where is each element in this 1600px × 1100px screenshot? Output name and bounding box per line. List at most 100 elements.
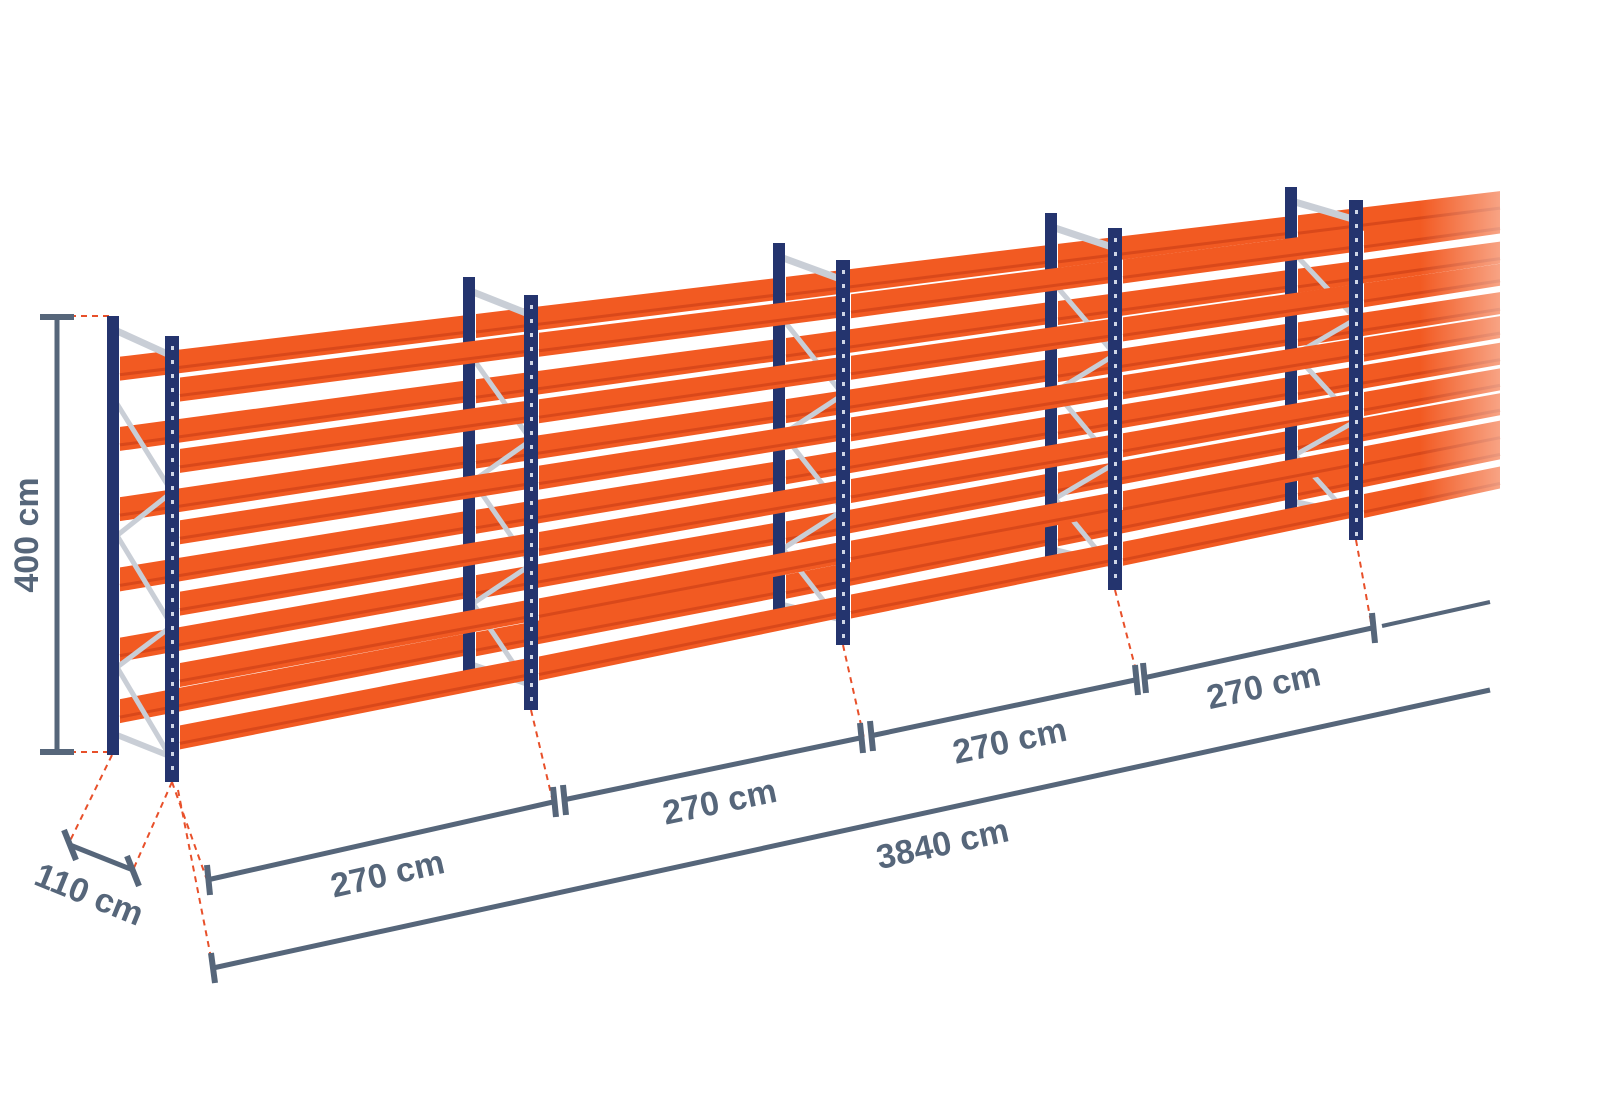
- beam-shade: [785, 374, 1051, 419]
- upright-hole: [1355, 420, 1358, 424]
- upright-hole: [1114, 476, 1117, 480]
- upright-hole: [530, 445, 533, 449]
- beam-shade: [538, 495, 844, 552]
- upright-hole: [1355, 350, 1358, 354]
- upright-hole: [1114, 238, 1117, 242]
- upright-hole: [1355, 238, 1358, 242]
- back-upright: [107, 316, 119, 755]
- upright-hole: [171, 514, 174, 518]
- upright-hole: [842, 270, 845, 274]
- upright-hole: [1355, 504, 1358, 508]
- upright-hole: [530, 669, 533, 673]
- upright-hole: [171, 752, 174, 756]
- upright-hole: [1355, 532, 1358, 536]
- bay-width-label-1: 270 cm: [327, 843, 448, 905]
- upright-hole: [1114, 546, 1117, 550]
- bay-width-label-4: 270 cm: [1203, 655, 1324, 717]
- beam-shade: [179, 482, 532, 540]
- upright-hole: [1114, 462, 1117, 466]
- upright-hole: [171, 542, 174, 546]
- upright-hole: [1355, 490, 1358, 494]
- bay-tick: [550, 786, 559, 818]
- front-upright: [1349, 200, 1363, 540]
- bay-tick: [1132, 664, 1141, 696]
- beam-shade: [850, 558, 1116, 614]
- upright-hole: [171, 402, 174, 406]
- upright-hole: [171, 654, 174, 658]
- depth-tick: [124, 854, 142, 888]
- upright-hole: [530, 487, 533, 491]
- beam-shade: [179, 614, 532, 683]
- upright-hole: [1114, 406, 1117, 410]
- beam-shade: [850, 391, 1116, 437]
- upright-hole: [842, 550, 845, 554]
- upright-hole: [530, 319, 533, 323]
- upright-hole: [171, 598, 174, 602]
- upright-hole: [1114, 350, 1117, 354]
- upright-hole: [171, 444, 174, 448]
- upright-hole: [530, 557, 533, 561]
- beam-shade: [785, 317, 1051, 358]
- guide-line: [530, 709, 554, 803]
- upright-hole: [1114, 280, 1117, 284]
- guide-line: [171, 781, 208, 881]
- frame-top-brace: [471, 288, 533, 319]
- bay-tick: [204, 864, 213, 896]
- upright-hole: [171, 458, 174, 462]
- upright-hole: [530, 333, 533, 337]
- upright-hole: [1355, 210, 1358, 214]
- upright-hole: [1114, 560, 1117, 564]
- beam-shade: [1057, 285, 1291, 321]
- guide-line: [842, 644, 865, 739]
- upright-hole: [1355, 294, 1358, 298]
- upright-hole: [530, 361, 533, 365]
- upright-hole: [171, 346, 174, 350]
- upright-hole: [1355, 266, 1358, 270]
- guide-line: [67, 754, 113, 846]
- upright-hole: [1355, 378, 1358, 382]
- upright-hole: [530, 543, 533, 547]
- beam-shade: [179, 548, 532, 612]
- upright-hole: [1355, 518, 1358, 522]
- beam-shade: [538, 310, 844, 353]
- beam-shade: [1122, 510, 1357, 562]
- upright-hole: [530, 627, 533, 631]
- guide-line: [177, 789, 214, 969]
- guide-lines: [67, 315, 1373, 969]
- guide-line: [1355, 539, 1373, 629]
- upright-hole: [842, 536, 845, 540]
- upright-hole: [1114, 434, 1117, 438]
- total-length-dimension-line: [212, 687, 1491, 971]
- upright-hole: [530, 529, 533, 533]
- frame-diagonal-brace: [114, 402, 175, 494]
- beam-shade: [179, 415, 532, 469]
- upright-hole: [1355, 308, 1358, 312]
- frame-top-brace: [1294, 198, 1357, 224]
- upright-hole: [1114, 490, 1117, 494]
- upright-hole: [171, 388, 174, 392]
- upright-hole: [1355, 392, 1358, 396]
- upright-hole: [530, 571, 533, 575]
- upright-hole: [171, 500, 174, 504]
- upright-hole: [171, 696, 174, 700]
- height-label: 400 cm: [8, 477, 46, 592]
- upright-hole: [171, 766, 174, 770]
- upright-hole: [171, 556, 174, 560]
- bay-width-dimension-line: [206, 799, 554, 883]
- beam-shade: [1122, 408, 1357, 453]
- upright-hole: [530, 431, 533, 435]
- upright-hole: [842, 494, 845, 498]
- beam-shade: [850, 333, 1116, 376]
- upright-hole: [1114, 392, 1117, 396]
- bay-width-dimension-line: [869, 677, 1136, 739]
- upright-hole: [530, 641, 533, 645]
- upright-hole: [171, 472, 174, 476]
- upright-hole: [530, 389, 533, 393]
- upright-hole: [171, 668, 174, 672]
- upright-hole: [1355, 448, 1358, 452]
- upright-hole: [842, 312, 845, 316]
- beam-shade: [179, 673, 532, 745]
- beam-shade: [785, 431, 1051, 480]
- upright-hole: [171, 528, 174, 532]
- upright-hole: [842, 438, 845, 442]
